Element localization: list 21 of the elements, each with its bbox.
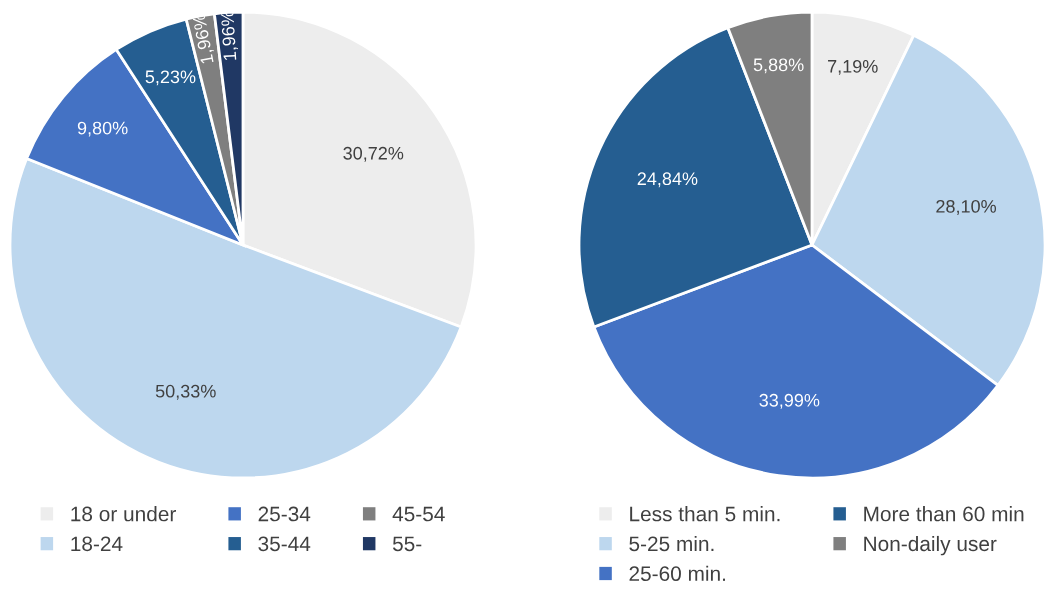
data-label: 5,88% <box>753 58 804 74</box>
legend-label: 35-44 <box>258 536 311 552</box>
data-label: 9,80% <box>77 121 128 137</box>
data-label: 33,99% <box>759 393 820 409</box>
data-label: 24,84% <box>637 172 698 188</box>
legend-label: 55- <box>392 536 422 552</box>
legend-label: 45-54 <box>392 506 445 522</box>
legend-label: 25-60 min. <box>629 565 726 582</box>
legend-label: 25-34 <box>258 506 311 522</box>
legend-label: 5-25 min. <box>629 535 714 552</box>
legend-label: More than 60 min <box>864 506 1024 522</box>
data-label: 30,72% <box>343 146 404 162</box>
data-label: 1,96% <box>220 10 239 61</box>
legend-label: 18 or under <box>71 506 176 522</box>
legend-label: 18-24 <box>71 536 123 552</box>
legend-label: Less than 5 min. <box>630 506 780 522</box>
data-label: 50,33% <box>155 384 216 400</box>
data-label: 5,23% <box>145 70 196 86</box>
data-label: 28,10% <box>936 199 997 215</box>
data-label: 7,19% <box>828 59 878 75</box>
legend-label: Non-daily user <box>864 535 997 556</box>
